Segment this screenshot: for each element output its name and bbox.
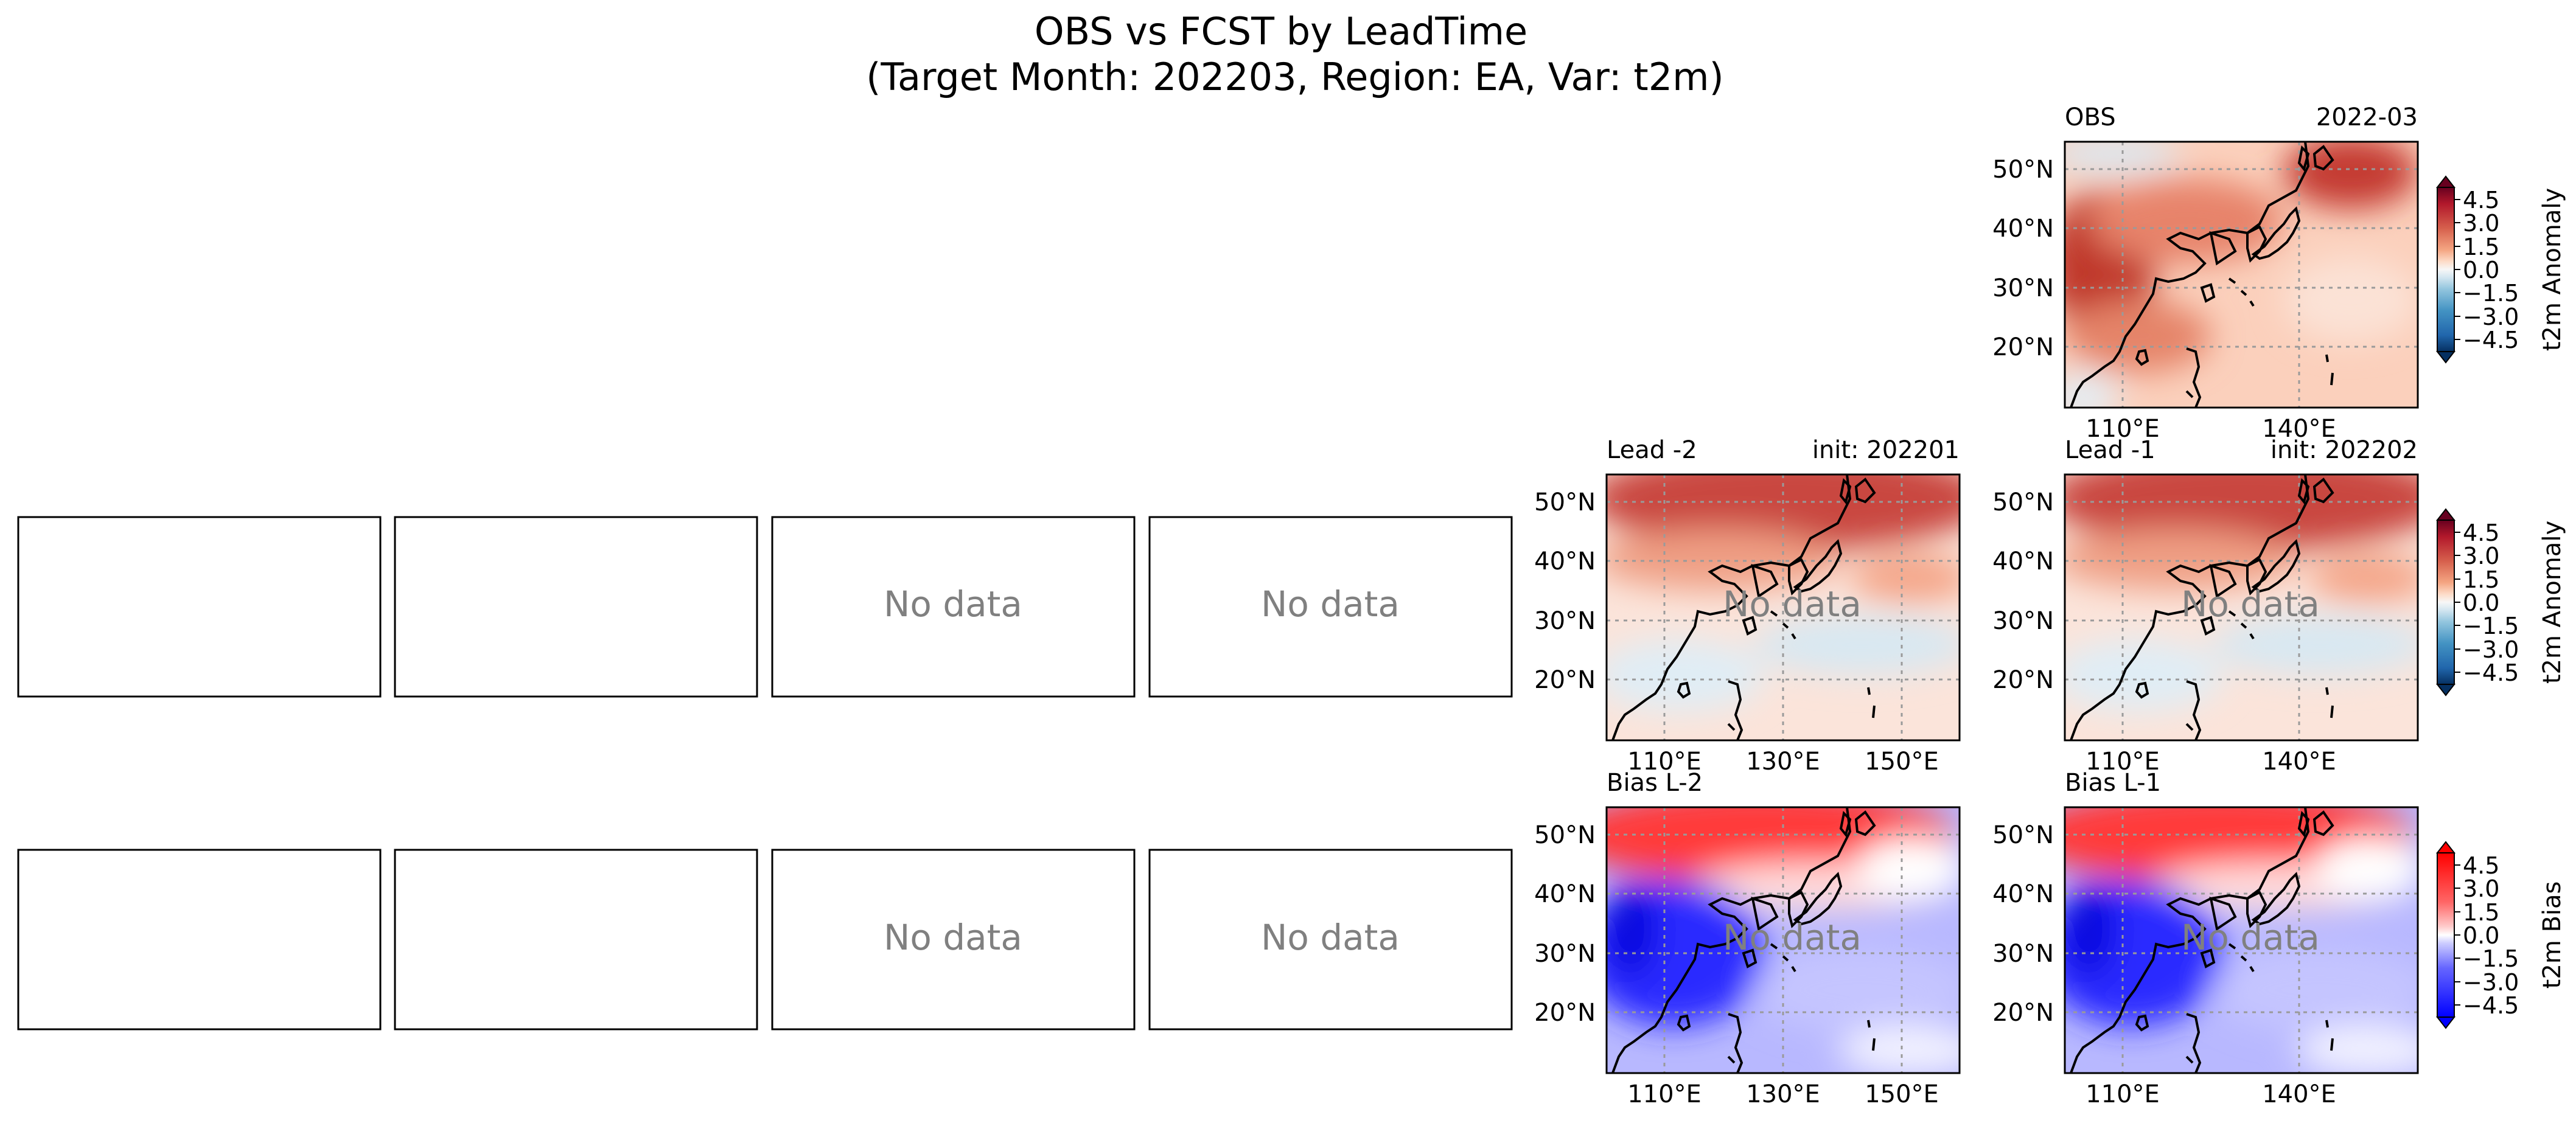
bias-m1-ytick-50: 50°N [1992, 821, 2054, 849]
lead-m1-xtick-110: 110°E [2086, 748, 2160, 776]
fcst-cbar-tick-1.5: 1.5 [2463, 566, 2499, 593]
bias-m2-ytick-30: 30°N [1534, 940, 1596, 968]
bias-m1-ytick-30: 30°N [1992, 940, 2054, 968]
obs-cbar-tick-4.5: 4.5 [2463, 187, 2499, 214]
bias-m1-ytick-20: 20°N [1992, 999, 2054, 1027]
fcst-row: No data No data [17, 516, 1513, 698]
fcst-cbar-tick-n1.5: −1.5 [2463, 613, 2519, 639]
no-data-panel-fcst-1 [771, 516, 1136, 698]
empty-panel-fcst-2 [394, 516, 758, 698]
bias-m2-ytick-50: 50°N [1534, 821, 1596, 849]
empty-panel-bias-2 [394, 849, 758, 1030]
lead-m1-ytick-40: 40°N [1992, 547, 2054, 575]
obs-xtick-140: 140°E [2262, 415, 2336, 443]
fcst-cbar-tick-n4.5: −4.5 [2463, 659, 2519, 686]
figure-subtitle: (Target Month: 202203, Region: EA, Var: … [866, 55, 1724, 99]
lead-m2-ytick-50: 50°N [1534, 488, 1596, 516]
no-data-label: No data [2181, 917, 2320, 958]
fcst-cbar-tick-0.0: 0.0 [2463, 589, 2499, 616]
bias-m2-panel: Bias L-2 No data 50°N 40°N 30°N 20°N 1 [1534, 769, 1961, 1108]
bias-cbar-tick-4.5: 4.5 [2463, 852, 2499, 879]
obs-left-title: OBS [2065, 103, 2116, 131]
fcst-cbar-tick-n3.0: −3.0 [2463, 636, 2519, 663]
obs-colorbar: 4.5 3.0 1.5 0.0 −1.5 −3.0 −4.5 t2m Anoma… [2435, 175, 2566, 364]
bias-cbar-tick-3.0: 3.0 [2463, 875, 2499, 902]
no-data-label: No data [1261, 583, 1400, 625]
no-data-label: No data [1723, 583, 1862, 625]
bias-row: No data No data [17, 849, 1513, 1030]
figure-title: OBS vs FCST by LeadTime [1035, 9, 1527, 54]
obs-cbar-label: t2m Anomaly [2538, 188, 2566, 351]
lead-m2-ytick-30: 30°N [1534, 607, 1596, 635]
bias-m2-ytick-40: 40°N [1534, 880, 1596, 908]
fcst-cbar-tick-4.5: 4.5 [2463, 520, 2499, 546]
no-data-label: No data [1723, 917, 1862, 958]
bias-m2-xtick-110: 110°E [1627, 1080, 1702, 1108]
no-data-panel-fcst-2 [1148, 516, 1513, 698]
bias-cbar-tick-1.5: 1.5 [2463, 899, 2499, 926]
fcst-cbar-tick-3.0: 3.0 [2463, 543, 2499, 569]
bias-cbar-tick-0.0: 0.0 [2463, 922, 2499, 949]
lead-m2-ytick-40: 40°N [1534, 547, 1596, 575]
bias-m2-xtick-130: 130°E [1746, 1080, 1820, 1108]
obs-ytick-40: 40°N [1992, 215, 2054, 243]
obs-cbar-tick-0.0: 0.0 [2463, 257, 2499, 283]
fcst-colorbar: 4.5 3.0 1.5 0.0 −1.5 −3.0 −4.5 t2m Anoma… [2435, 508, 2566, 697]
lead-m2-ytick-20: 20°N [1534, 666, 1596, 694]
obs-cbar-tick-n4.5: −4.5 [2463, 327, 2519, 353]
lead-m1-ytick-50: 50°N [1992, 488, 2054, 516]
bias-cbar-label: t2m Bias [2538, 881, 2566, 989]
no-data-label: No data [2181, 583, 2320, 625]
obs-cbar-tick-n3.0: −3.0 [2463, 304, 2519, 330]
bias-m1-xtick-140: 140°E [2262, 1080, 2336, 1108]
obs-ytick-30: 30°N [1992, 274, 2054, 302]
lead-m1-left-title: Lead -1 [2065, 436, 2155, 464]
lead-m1-ytick-20: 20°N [1992, 666, 2054, 694]
no-data-label: No data [884, 917, 1022, 958]
bias-m2-ytick-20: 20°N [1534, 999, 1596, 1027]
no-data-panel-bias-1 [771, 849, 1136, 1030]
lead-m1-panel: Lead -1 init: 202202 No data 50°N 40°N 3… [1992, 436, 2419, 776]
empty-panel-bias-1 [17, 849, 382, 1030]
lead-m2-left-title: Lead -2 [1607, 436, 1697, 464]
obs-ytick-20: 20°N [1992, 333, 2054, 361]
fcst-cbar-label: t2m Anomaly [2538, 521, 2566, 684]
empty-panel-fcst-1 [17, 516, 382, 698]
lead-m1-ytick-30: 30°N [1992, 607, 2054, 635]
lead-m2-right-title: init: 202201 [1812, 436, 1960, 464]
bias-cbar-tick-n1.5: −1.5 [2463, 945, 2519, 972]
obs-cbar-tick-3.0: 3.0 [2463, 210, 2499, 237]
bias-cbar-tick-n3.0: −3.0 [2463, 969, 2519, 996]
obs-panel: OBS 2022-03 50°N 40°N 30°N 20°N 110°E [1992, 103, 2419, 443]
bias-m1-ytick-40: 40°N [1992, 880, 2054, 908]
bias-colorbar: 4.5 3.0 1.5 0.0 −1.5 −3.0 −4.5 t2m Bias [2435, 841, 2566, 1029]
bias-m2-xtick-150: 150°E [1865, 1080, 1939, 1108]
bias-cbar-tick-n4.5: −4.5 [2463, 992, 2519, 1019]
bias-m2-left-title: Bias L-2 [1607, 769, 1703, 797]
bias-m1-panel: Bias L-1 No data 50°N 40°N 30°N 20°N 1 [1992, 769, 2419, 1108]
lead-m2-panel: Lead -2 init: 202201 No data 50°N 40°N 3… [1534, 436, 1961, 776]
lead-m2-xtick-150: 150°E [1865, 748, 1939, 776]
no-data-label: No data [1261, 917, 1400, 958]
lead-m1-right-title: init: 202202 [2271, 436, 2418, 464]
obs-right-title: 2022-03 [2316, 103, 2418, 131]
obs-cbar-tick-1.5: 1.5 [2463, 234, 2499, 260]
bias-m1-xtick-110: 110°E [2086, 1080, 2160, 1108]
no-data-panel-bias-2 [1148, 849, 1513, 1030]
obs-xtick-110: 110°E [2086, 415, 2160, 443]
obs-cbar-tick-n1.5: −1.5 [2463, 280, 2519, 307]
lead-m2-xtick-130: 130°E [1746, 748, 1820, 776]
lead-m1-xtick-140: 140°E [2262, 748, 2336, 776]
lead-m2-xtick-110: 110°E [1627, 748, 1702, 776]
obs-ytick-50: 50°N [1992, 156, 2054, 184]
no-data-label: No data [884, 583, 1022, 625]
bias-m1-left-title: Bias L-1 [2065, 769, 2161, 797]
